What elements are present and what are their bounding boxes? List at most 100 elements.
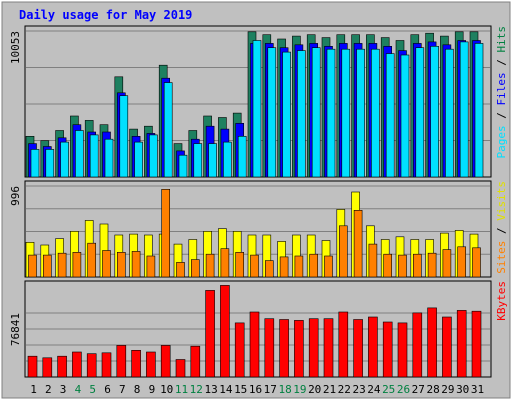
bar-kbytes-day-12	[190, 345, 201, 378]
x-tick-label-7: 7	[119, 383, 126, 396]
bar-pages-day-5	[89, 134, 99, 178]
bar-sites-day-17	[264, 260, 274, 278]
bar-kbytes-day-27	[412, 312, 423, 378]
x-tick-label-15: 15	[234, 383, 247, 396]
bar-kbytes-day-29	[442, 316, 452, 378]
x-tick-label-10: 10	[160, 383, 173, 396]
x-tick-label-22: 22	[338, 383, 351, 396]
bar-pages-day-25	[385, 53, 395, 178]
bar-kbytes-day-14	[220, 285, 230, 378]
bar-pages-day-29	[445, 48, 454, 178]
bar-sites-day-4	[72, 252, 82, 278]
bar-sites-day-13	[205, 253, 215, 278]
bar-kbytes-day-13	[205, 290, 215, 378]
x-tick-label-14: 14	[219, 383, 233, 396]
x-tick-label-25: 25	[382, 383, 395, 396]
bar-pages-day-1	[30, 149, 40, 178]
bar-sites-day-26	[398, 254, 407, 278]
bar-pages-day-7	[119, 95, 129, 178]
bar-kbytes-day-11	[175, 359, 186, 378]
bar-sites-day-2	[42, 254, 52, 278]
bar-sites-day-20	[309, 253, 319, 278]
legend-part: Files	[495, 72, 508, 105]
panel-legend-label: KBytes	[495, 281, 508, 321]
bar-sites-day-29	[442, 249, 452, 278]
bar-sites-day-24	[368, 243, 378, 278]
panel-visits-sites: 996 Sites / Visits	[9, 180, 508, 278]
bar-pages-day-19	[297, 50, 306, 178]
bar-sites-day-23	[353, 210, 363, 278]
y-max-label: 76841	[9, 313, 22, 346]
bar-sites-day-15	[235, 252, 244, 278]
bar-pages-day-3	[60, 141, 69, 178]
bar-kbytes-day-23	[353, 319, 363, 378]
bar-sites-day-19	[294, 255, 304, 278]
bar-sites-day-22	[338, 225, 348, 278]
bar-sites-day-16	[250, 254, 259, 278]
bar-pages-day-21	[326, 48, 336, 178]
bar-pages-day-15	[237, 136, 247, 178]
x-tick-label-5: 5	[89, 383, 96, 396]
bar-pages-day-16	[252, 40, 262, 178]
bar-kbytes-day-25	[382, 321, 393, 378]
legend-part: KBytes	[495, 281, 508, 321]
y-max-label: 10053	[9, 31, 22, 64]
bar-sites-day-28	[427, 252, 437, 278]
bar-kbytes-day-5	[86, 353, 97, 378]
x-axis-labels: 1 2 3 4 5 6 7 8 9 10 11 12 13 14 15 16 17 18 19 20 21 22 23 24 2…	[30, 383, 484, 396]
x-tick-label-4: 4	[75, 383, 82, 396]
bar-kbytes-day-31	[471, 310, 482, 378]
panel-kbytes: 76841 KBytes	[9, 280, 508, 378]
bar-kbytes-day-18	[279, 319, 289, 378]
x-tick-label-11: 11	[175, 383, 188, 396]
legend-part: Visits	[495, 181, 508, 221]
panel-hits-files-pages: 10053 Pages / Files / Hits	[9, 25, 508, 178]
bar-pages-day-11	[178, 154, 188, 178]
legend-part: Hits	[495, 26, 508, 53]
x-tick-label-12: 12	[190, 383, 203, 396]
bar-kbytes-day-15	[234, 322, 245, 378]
bar-kbytes-day-24	[368, 316, 378, 378]
bar-pages-day-27	[415, 47, 425, 178]
x-tick-label-20: 20	[308, 383, 321, 396]
bar-pages-day-9	[149, 134, 158, 178]
bar-sites-day-11	[176, 262, 185, 278]
bar-pages-day-26	[400, 54, 410, 178]
x-tick-label-2: 2	[45, 383, 52, 396]
bar-kbytes-day-1	[27, 355, 38, 378]
x-tick-label-16: 16	[249, 383, 262, 396]
bar-pages-day-13	[208, 143, 217, 178]
bar-kbytes-day-17	[264, 318, 275, 378]
bar-sites-day-31	[472, 247, 481, 278]
bar-kbytes-day-3	[57, 355, 67, 378]
bar-kbytes-day-26	[397, 322, 408, 378]
bar-kbytes-day-19	[294, 320, 304, 378]
bar-kbytes-day-9	[146, 351, 156, 378]
x-tick-label-17: 17	[264, 383, 277, 396]
panel-legend-label: Pages / Files / Hits	[495, 26, 508, 159]
bar-pages-day-8	[134, 141, 143, 178]
bar-kbytes-day-8	[131, 349, 141, 378]
x-tick-label-3: 3	[60, 383, 67, 396]
panels-layer: 10053 Pages / Files / Hits 996 Sites / Visi…	[9, 25, 508, 378]
x-tick-label-8: 8	[134, 383, 141, 396]
bar-pages-day-17	[267, 47, 277, 178]
bar-pages-day-4	[75, 130, 84, 178]
bar-pages-day-18	[282, 51, 291, 178]
x-tick-label-30: 30	[456, 383, 469, 396]
x-tick-label-6: 6	[104, 383, 111, 396]
bar-sites-day-14	[220, 248, 230, 278]
bar-sites-day-18	[279, 256, 289, 278]
bar-sites-day-25	[383, 253, 393, 278]
bar-pages-day-28	[430, 45, 439, 178]
bar-kbytes-day-7	[116, 345, 127, 378]
x-tick-label-19: 19	[293, 383, 306, 396]
legend-part: /	[495, 221, 508, 241]
bar-kbytes-day-28	[427, 307, 437, 378]
bar-kbytes-day-21	[323, 318, 334, 378]
bar-sites-day-8	[131, 251, 141, 278]
bar-pages-day-24	[371, 48, 380, 178]
legend-part: Sites	[495, 241, 508, 274]
legend-part: Pages	[495, 125, 508, 158]
legend-part: /	[495, 53, 508, 73]
